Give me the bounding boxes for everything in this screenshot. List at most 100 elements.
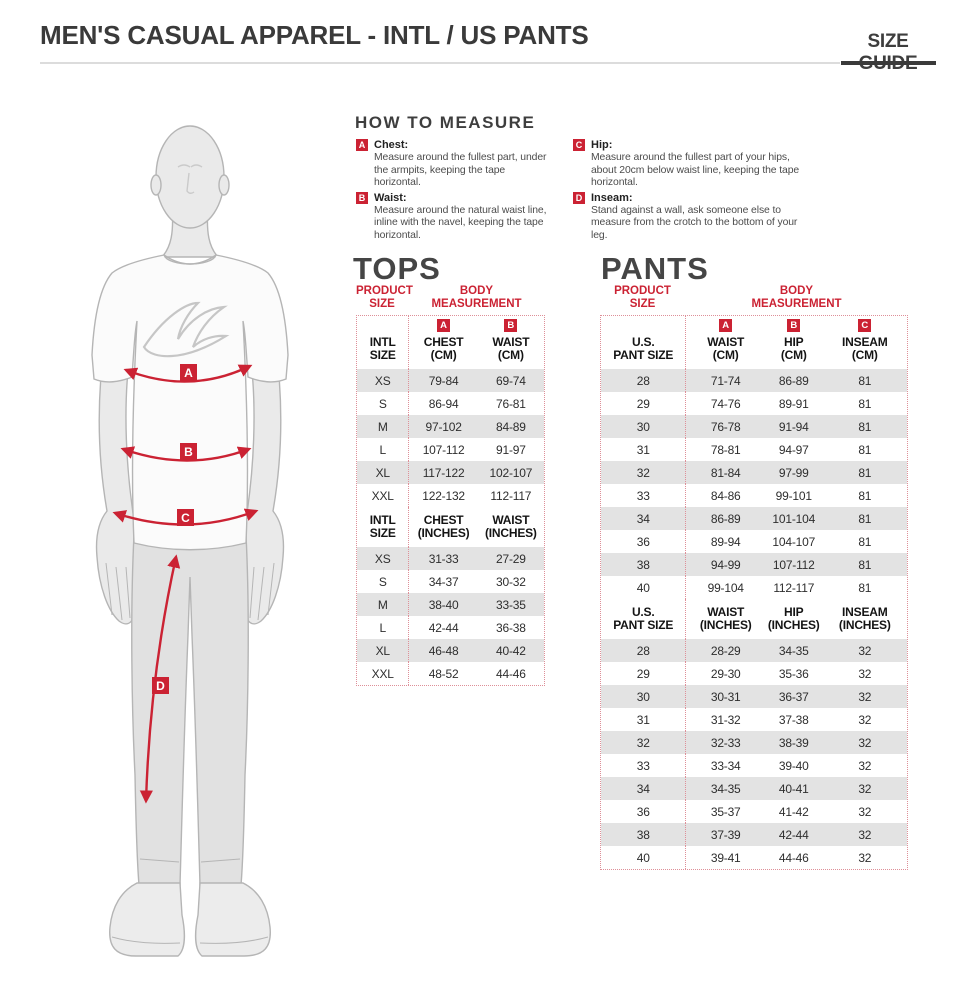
collar — [163, 254, 217, 265]
figure-label-b: B — [184, 445, 193, 459]
table-cell: 32 — [858, 666, 872, 681]
table-cell: 41-42 — [778, 804, 809, 819]
table-cell: 99-101 — [775, 488, 812, 503]
table-row: 38 37-39 42-44 32 — [601, 823, 907, 846]
table-cell: L — [379, 620, 386, 635]
pants-inches-header-row: U.S. PANT SIZE WAIST (INCHES) HIP (INCHES)… — [601, 599, 907, 639]
pants-table: U.S. PANT SIZE A WAIST (CM) B HIP (CM) C INSEA… — [600, 315, 908, 870]
table-row: XXL 122-132 112-117 — [357, 484, 544, 507]
measure-item-a: A Chest: Measure around the fullest part, … — [356, 139, 552, 190]
measure-item-d: D Inseam: Stand against a wall, ask someon… — [573, 191, 805, 243]
table-cell: 32 — [858, 804, 872, 819]
table-cell: 84-89 — [496, 419, 526, 434]
table-header-cell: U.S. PANT SIZE — [601, 316, 685, 369]
table-header-label: CHEST (INCHES) — [417, 513, 470, 540]
table-cell: 89-91 — [778, 396, 809, 411]
table-cell: 74-76 — [685, 392, 764, 415]
table-row: 34 86-89 101-104 81 — [601, 507, 907, 530]
measure-label: Hip: — [591, 139, 613, 151]
mannequin-body — [91, 125, 289, 957]
table-row: 33 33-34 39-40 32 — [601, 754, 907, 777]
table-cell: 38-39 — [778, 735, 809, 750]
table-cell: 69-74 — [496, 373, 526, 388]
table-cell: 81 — [858, 511, 872, 526]
table-row: XXL 48-52 44-46 — [357, 662, 544, 685]
table-row: L 107-112 91-97 — [357, 438, 544, 461]
table-header-label: HIP (CM) — [780, 335, 807, 362]
face-lines — [177, 164, 203, 194]
table-row: 36 35-37 41-42 32 — [601, 800, 907, 823]
table-cell: 29-30 — [685, 662, 764, 685]
table-cell: 112-117 — [773, 580, 815, 595]
table-row: 33 84-86 99-101 81 — [601, 484, 907, 507]
table-cell: 33-35 — [496, 597, 526, 612]
table-cell: 32 — [858, 643, 872, 658]
table-cell: 81-84 — [685, 461, 764, 484]
how-to-measure-title: HOW TO MEASURE — [355, 113, 536, 132]
table-row: 30 76-78 91-94 81 — [601, 415, 907, 438]
figure-label-d-box — [152, 677, 169, 694]
table-header-label: INTL SIZE — [369, 513, 396, 540]
table-cell: 32-33 — [685, 731, 764, 754]
table-header-cell: B HIP (CM) — [765, 316, 823, 369]
table-cell: 30 — [636, 689, 650, 704]
table-cell: 42-44 — [408, 616, 477, 639]
table-row: 28 71-74 86-89 81 — [601, 369, 907, 392]
table-cell: 81 — [858, 442, 872, 457]
table-cell: 36-37 — [778, 689, 809, 704]
table-cell: 40 — [636, 850, 650, 865]
table-cell: 33 — [636, 488, 650, 503]
table-cell: 32 — [858, 689, 872, 704]
table-row: M 97-102 84-89 — [357, 415, 544, 438]
table-cell: 91-97 — [496, 442, 526, 457]
table-cell: 34 — [636, 511, 650, 526]
table-cell: 84-86 — [685, 484, 764, 507]
table-cell: 36 — [636, 804, 650, 819]
table-cell: 34-35 — [685, 777, 764, 800]
table-cell: 48-52 — [408, 662, 477, 685]
product-size-label: PRODUCT SIZE — [614, 285, 671, 310]
tops-cm-rows: XS 79-84 69-74 S 86-94 76-81 M 97-102 84-89 L 107-… — [357, 369, 544, 507]
head — [155, 125, 225, 229]
page-title: MEN'S CASUAL APPAREL - INTL / US PANTS — [40, 20, 589, 50]
table-cell: 30 — [636, 419, 650, 434]
figure-label-a: A — [184, 366, 193, 380]
size-guide-underline — [841, 61, 936, 65]
size-guide-link[interactable]: SIZE GUIDE — [859, 31, 918, 74]
table-row: 36 89-94 104-107 81 — [601, 530, 907, 553]
table-cell: 91-94 — [778, 419, 809, 434]
measure-description: Measure around the natural waist line, i… — [374, 204, 547, 241]
table-cell: 32 — [636, 465, 650, 480]
table-cell: 81 — [858, 534, 872, 549]
table-cell: 42-44 — [778, 827, 809, 842]
table-cell: 34 — [636, 781, 650, 796]
table-cell: S — [378, 574, 387, 589]
pants-title: PANTS — [601, 251, 709, 286]
table-cell: 28 — [636, 643, 650, 658]
table-cell: 117-122 — [408, 461, 477, 484]
measure-label: Waist: — [374, 191, 407, 204]
right-shoe — [194, 882, 271, 957]
pants-cm-header-row: U.S. PANT SIZE A WAIST (CM) B HIP (CM) C INSEA… — [601, 316, 907, 369]
table-cell: 40 — [636, 580, 650, 595]
table-cell: 86-89 — [685, 507, 764, 530]
table-cell: 94-99 — [685, 553, 764, 576]
measure-marker-c-icon: C — [858, 319, 872, 332]
table-cell: 102-107 — [489, 465, 533, 480]
table-cell: 107-112 — [408, 438, 477, 461]
table-row: 32 32-33 38-39 32 — [601, 731, 907, 754]
body-measurement-label: BODY MEASUREMENT — [751, 285, 842, 310]
table-header-cell: B WAIST (CM) — [478, 316, 544, 369]
table-cell: XS — [374, 551, 391, 566]
table-cell: 31-32 — [685, 708, 764, 731]
table-header-label: U.S. PANT SIZE — [613, 605, 674, 632]
table-cell: 99-104 — [685, 576, 764, 599]
table-cell: 32 — [858, 850, 872, 865]
right-ear — [218, 174, 230, 196]
table-cell: 104-107 — [772, 534, 816, 549]
table-cell: 81 — [858, 557, 872, 572]
table-row: 29 74-76 89-91 81 — [601, 392, 907, 415]
table-row: 29 29-30 35-36 32 — [601, 662, 907, 685]
table-cell: 32 — [858, 758, 872, 773]
table-row: XL 117-122 102-107 — [357, 461, 544, 484]
